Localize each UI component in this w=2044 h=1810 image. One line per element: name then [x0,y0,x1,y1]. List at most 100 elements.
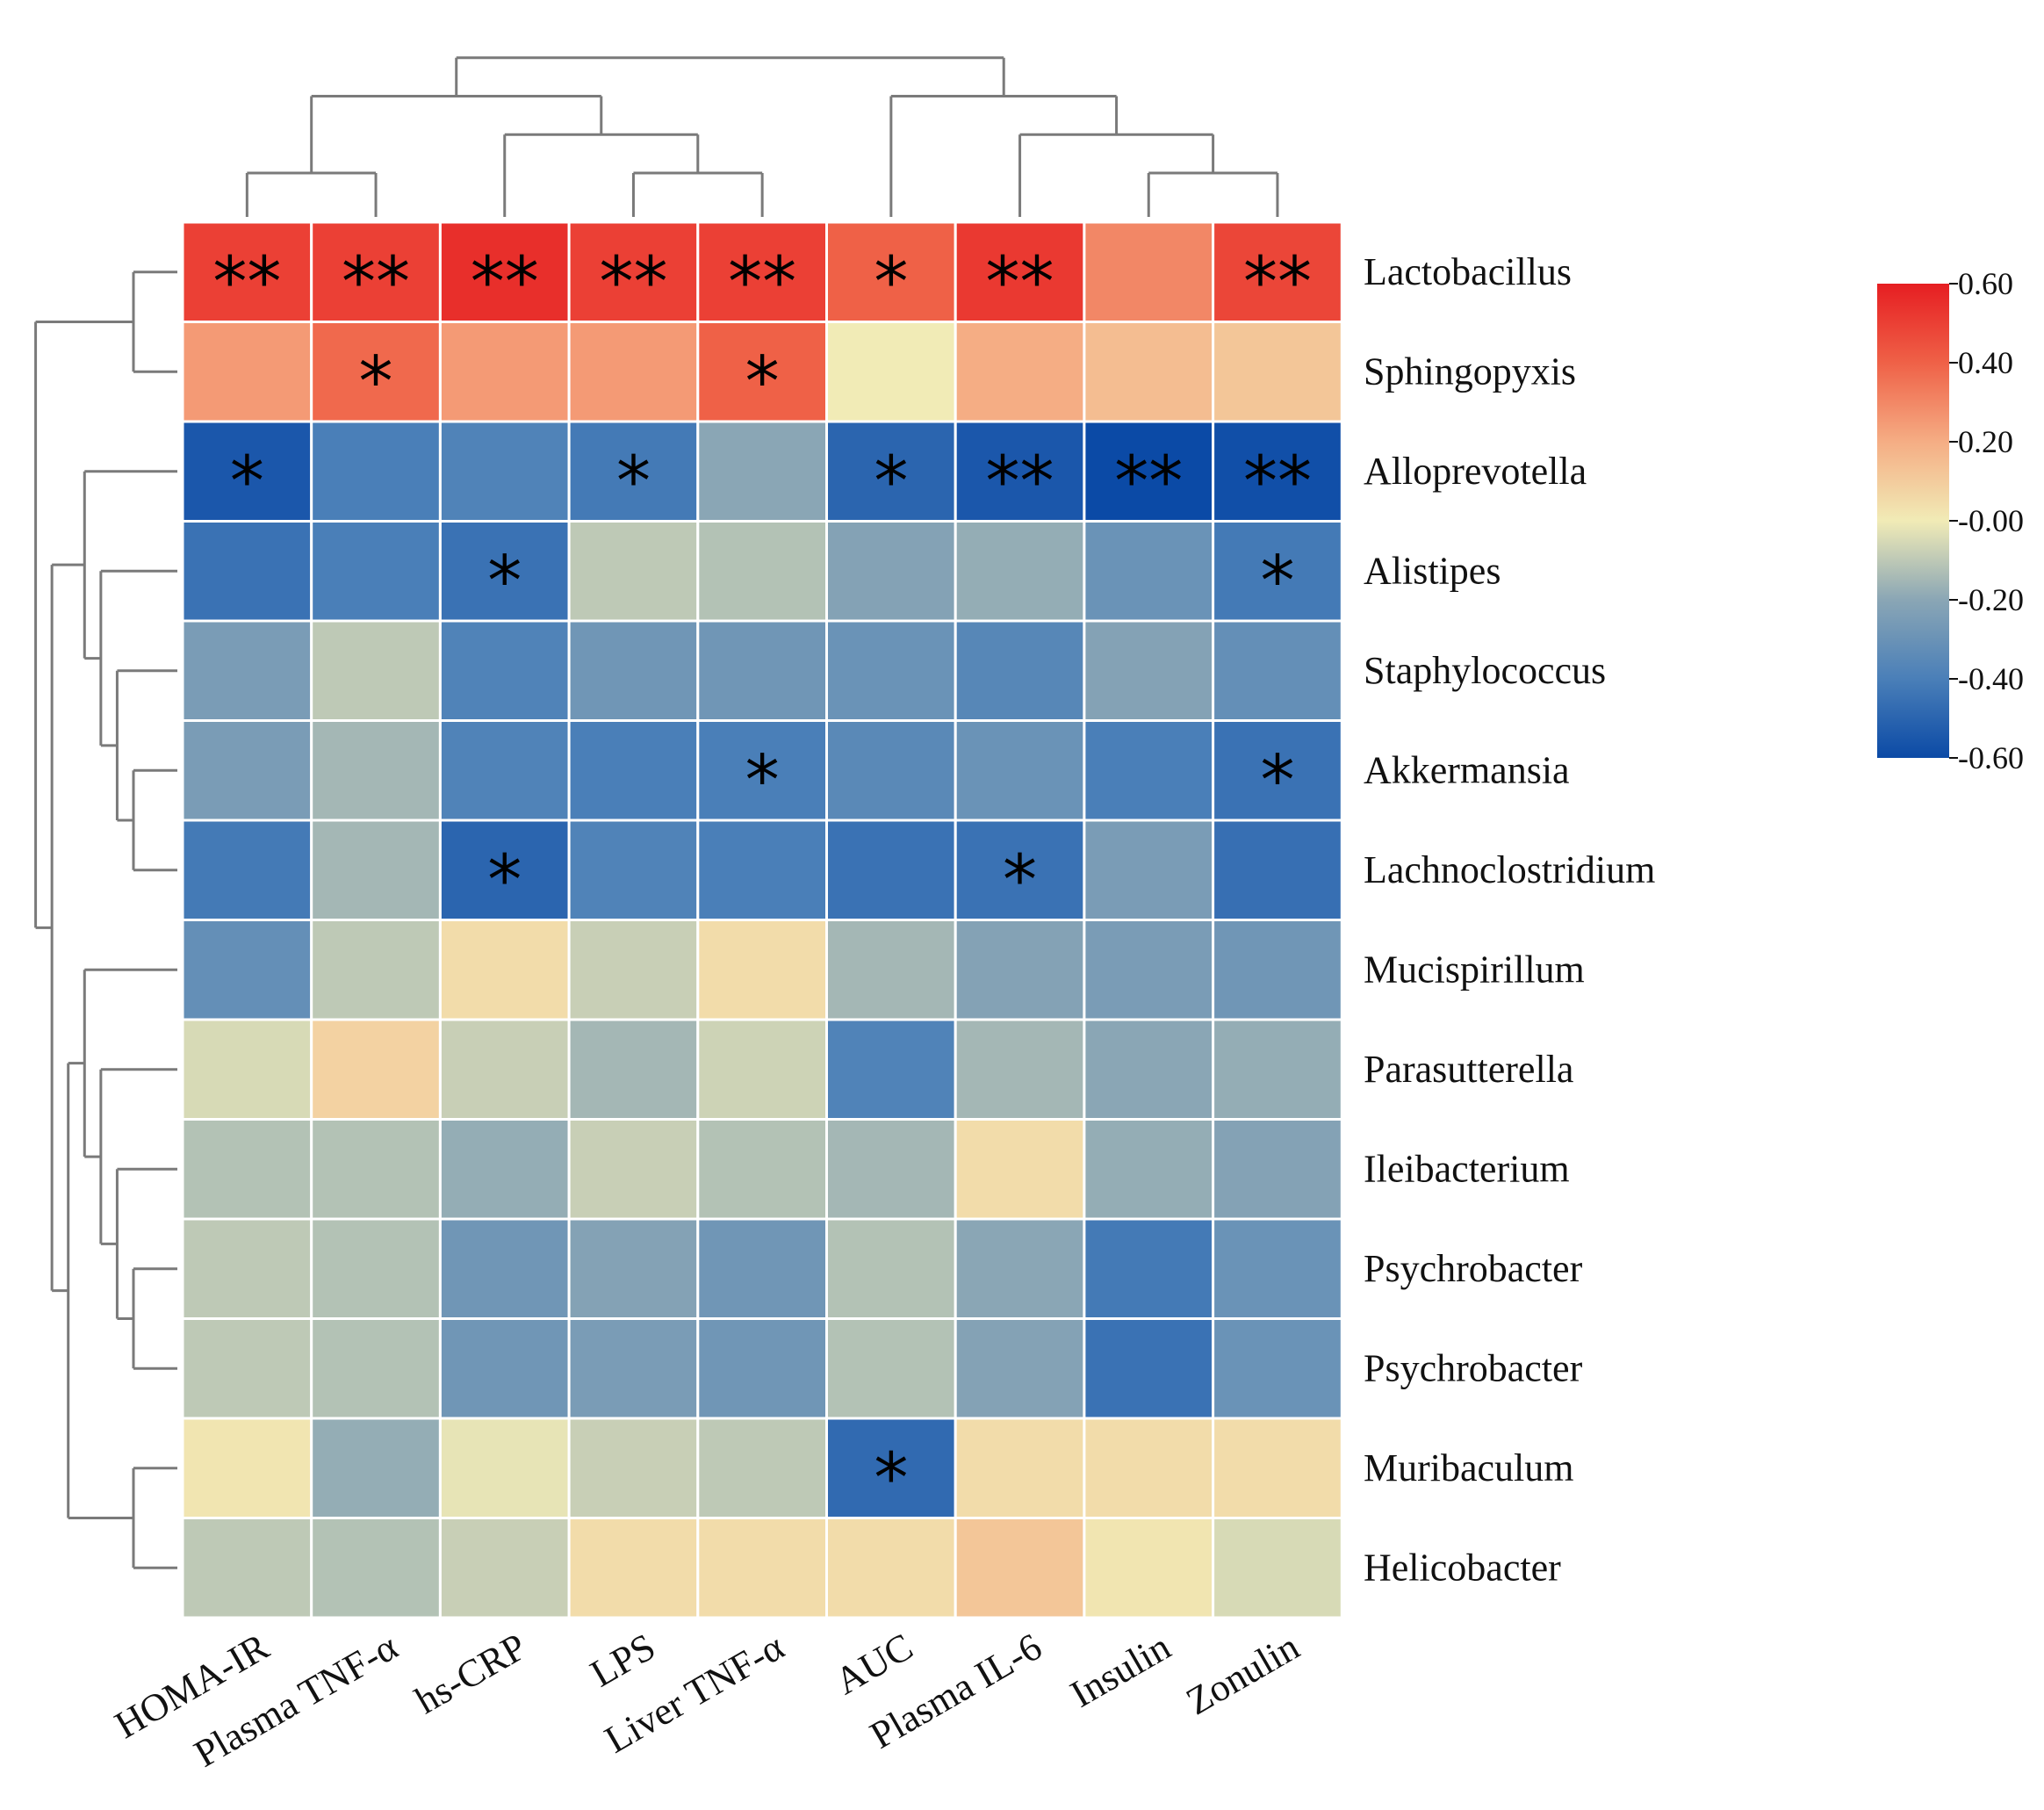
heatmap-cell-mucispirillum-liver-tnf [696,919,828,1021]
heatmap-cell-muribaculum-plasma-tnf [310,1417,442,1519]
heatmap-cell-parasutterella-zonulin [1212,1018,1343,1121]
heatmap-cell-mucispirillum-auc [825,919,957,1021]
significance-mark: ** [599,243,667,322]
heatmap-cell-muribaculum-hs-crp [438,1417,571,1519]
heatmap-cell-alistipes-lps [567,520,700,623]
heatmap-cell-alistipes-liver-tnf [696,520,828,623]
heatmap-cell-ileibacterium-homa-ir [181,1118,313,1221]
heatmap-cell-staphylococcus-plasma-il-6 [954,619,1086,722]
heatmap-cell-helicobacter-auc [825,1517,957,1619]
color-scale-bar [1877,284,1949,758]
significance-mark: * [487,841,522,920]
significance-mark: ** [986,243,1054,322]
heatmap-cell-lactobacillus-hs-crp [438,220,571,323]
heatmap-cell-ileibacterium-insulin [1083,1118,1215,1221]
heatmap-cell-parasutterella-homa-ir [181,1018,313,1121]
legend-tick-label: -0.00 [1958,503,2024,538]
legend-tick-label: -0.20 [1958,582,2024,617]
row-label-psychrobacter-11: Psychrobacter [1364,1346,1583,1389]
heatmap-cell-ileibacterium-auc [825,1118,957,1221]
heatmap-cell-akkermansia-hs-crp [438,719,571,822]
heatmap-cell-lachnoclostridium-lps [567,818,700,921]
heatmap-cell-sphingopyxis-plasma-il-6 [954,321,1086,423]
heatmap-cell-helicobacter-liver-tnf [696,1517,828,1619]
heatmap-cell-lachnoclostridium-zonulin [1212,818,1343,921]
significance-mark: * [874,243,908,322]
heatmap-cell-psychrobacter-zonulin [1212,1217,1343,1320]
heatmap-cell-ileibacterium-zonulin [1212,1118,1343,1221]
heatmap-cell-alloprevotella-hs-crp [438,420,571,523]
heatmap-cell-lachnoclostridium-insulin [1083,818,1215,921]
column-label-auc: AUC [828,1625,920,1703]
heatmap-cell-alistipes-hs-crp [438,520,571,623]
column-label-lps: LPS [583,1625,662,1695]
row-label-parasutterella-8: Parasutterella [1364,1048,1573,1091]
significance-mark: ** [986,443,1054,522]
heatmap-cell-alistipes-plasma-tnf [310,520,442,623]
heatmap-cell-muribaculum-auc [825,1417,957,1519]
heatmap-cell-parasutterella-plasma-il-6 [954,1018,1086,1121]
heatmap-cell-sphingopyxis-liver-tnf [696,321,828,423]
heatmap-cell-akkermansia-auc [825,719,957,822]
heatmap-cell-alistipes-homa-ir [181,520,313,623]
color-legend: 0.60 0.40 0.20 -0.00 -0.20 -0.40 -0.60 [1877,266,2024,775]
heatmap-cell-akkermansia-plasma-tnf [310,719,442,822]
significance-mark: * [359,343,393,422]
heatmap-cell-staphylococcus-lps [567,619,700,722]
legend-tick-label: -0.40 [1958,661,2024,696]
heatmap-cell-ileibacterium-liver-tnf [696,1118,828,1221]
heatmap-cell-psychrobacter-liver-tnf [696,1317,828,1420]
heatmap-cell-lachnoclostridium-auc [825,818,957,921]
heatmap-cell-sphingopyxis-plasma-tnf [310,321,442,423]
significance-mark: ** [1243,443,1312,522]
significance-mark: ** [342,243,410,322]
heatmap-cell-psychrobacter-zonulin [1212,1317,1343,1420]
legend-tick-label: -0.60 [1958,740,2024,775]
heatmap-cell-psychrobacter-plasma-il-6 [954,1317,1086,1420]
significance-mark: * [616,443,651,522]
heatmap-cell-lactobacillus-homa-ir [181,220,313,323]
heatmap-cell-sphingopyxis-insulin [1083,321,1215,423]
heatmap-cell-psychrobacter-homa-ir [181,1317,313,1420]
heatmap-cell-psychrobacter-liver-tnf [696,1217,828,1320]
heatmap-cell-lactobacillus-liver-tnf [696,220,828,323]
heatmap-cell-alloprevotella-insulin [1083,420,1215,523]
row-label-akkermansia-5: Akkermansia [1364,748,1570,791]
heatmap-cell-alloprevotella-lps [567,420,700,523]
heatmap-cell-parasutterella-plasma-tnf [310,1018,442,1121]
significance-mark: ** [471,243,539,322]
heatmap-cell-sphingopyxis-auc [825,321,957,423]
row-labels: Lactobacillus Sphingopyxis Alloprevotella A… [1364,250,1655,1590]
row-label-psychrobacter-10: Psychrobacter [1364,1247,1583,1290]
row-label-mucispirillum-7: Mucispirillum [1364,948,1585,991]
heatmap-cell-parasutterella-auc [825,1018,957,1121]
significance-mark: * [874,1439,908,1518]
heatmap-cell-sphingopyxis-homa-ir [181,321,313,423]
heatmap-cell-helicobacter-plasma-tnf [310,1517,442,1619]
heatmap-grid [181,220,1343,1619]
heatmap-cell-staphylococcus-liver-tnf [696,619,828,722]
heatmap-cell-mucispirillum-hs-crp [438,919,571,1021]
row-label-alistipes-3: Alistipes [1364,549,1501,592]
heatmap-cell-psychrobacter-lps [567,1217,700,1320]
heatmap-cell-akkermansia-lps [567,719,700,822]
significance-mark: ** [1114,443,1183,522]
heatmap-cell-lachnoclostridium-plasma-tnf [310,818,442,921]
row-label-ileibacterium-9: Ileibacterium [1364,1147,1570,1190]
heatmap-cell-psychrobacter-homa-ir [181,1217,313,1320]
legend-tick-label: 0.20 [1958,424,2013,459]
heatmap-cell-alistipes-insulin [1083,520,1215,623]
legend-tick-label: 0.60 [1958,266,2013,301]
heatmap-cell-mucispirillum-plasma-il-6 [954,919,1086,1021]
heatmap-cell-mucispirillum-insulin [1083,919,1215,1021]
heatmap-cell-helicobacter-insulin [1083,1517,1215,1619]
heatmap-cell-muribaculum-insulin [1083,1417,1215,1519]
heatmap-cell-mucispirillum-lps [567,919,700,1021]
heatmap-cell-alloprevotella-plasma-tnf [310,420,442,523]
row-dendrogram [34,270,177,1569]
heatmap-cell-psychrobacter-plasma-il-6 [954,1217,1086,1320]
significance-mark: * [487,542,522,621]
significance-markers: ** ** ** ** ** * ** *** ** * * ** ** *** ** ** ** [212,243,1312,1518]
heatmap-cell-akkermansia-insulin [1083,719,1215,822]
